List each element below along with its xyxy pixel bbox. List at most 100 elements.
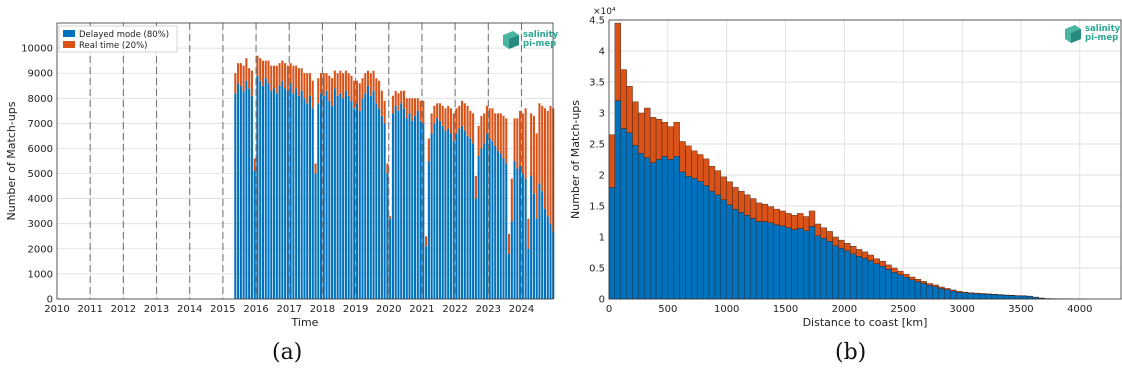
bin-delayed (1003, 295, 1010, 300)
bin-delayed (732, 208, 739, 300)
bin-realtime (632, 101, 639, 146)
bar-delayed (367, 85, 370, 300)
bin-delayed (820, 238, 827, 300)
bin-delayed (632, 145, 639, 300)
bar-realtime (494, 113, 497, 146)
bar-delayed (331, 105, 334, 299)
legend-box (58, 25, 178, 53)
legend-swatch-delayed (63, 30, 75, 37)
y-tick-label: 0.5 (589, 264, 605, 275)
bin-delayed (897, 274, 904, 300)
logo-text-1: salinity (1085, 24, 1121, 34)
bar-realtime (248, 68, 251, 89)
bin-delayed (638, 153, 645, 300)
bar-delayed (521, 173, 524, 299)
bin-delayed (738, 211, 745, 300)
bin-delayed (891, 272, 898, 300)
bar-delayed (414, 115, 417, 299)
x-tick-label: 1000 (714, 304, 739, 315)
bar-delayed (267, 83, 270, 299)
bin-realtime (932, 284, 939, 287)
bar-delayed (488, 138, 491, 299)
bin-realtime (832, 236, 839, 246)
bar-delayed (364, 93, 367, 299)
bin-delayed (808, 226, 816, 300)
chart-a: 0 1000 2000 3000 4000 5000 6000 7000 8000 9000 100… (5, 22, 559, 329)
bar-realtime (543, 108, 547, 209)
bin-delayed (914, 281, 922, 300)
bin-delayed (614, 100, 621, 300)
x-tick-label: 2011 (77, 304, 102, 315)
x-tick-label: 2500 (891, 304, 916, 315)
bar-delayed (447, 128, 450, 299)
bar-realtime (532, 115, 535, 194)
bar-realtime (530, 113, 533, 177)
bin-realtime (773, 208, 780, 225)
bar-delayed (284, 88, 287, 300)
bar-realtime (411, 98, 414, 121)
bar-delayed (461, 125, 464, 299)
bin-realtime (808, 210, 816, 227)
bar-realtime (416, 98, 419, 111)
bar-realtime (513, 118, 516, 161)
bar-realtime (449, 108, 453, 134)
bar-realtime (372, 70, 375, 91)
bin-delayed (691, 177, 698, 300)
bar-realtime (485, 105, 488, 134)
bar-delayed (311, 108, 314, 300)
bar-delayed (402, 108, 406, 300)
y-tick-label: 1.5 (589, 202, 605, 213)
bar-realtime (535, 133, 538, 219)
bar-realtime (458, 105, 461, 129)
logo-cube-shade-icon (509, 35, 519, 49)
bar-realtime (281, 60, 284, 81)
x-tick-label: 2018 (310, 304, 335, 315)
bar-delayed (353, 108, 356, 300)
bin-delayed (797, 228, 804, 300)
bar-delayed (308, 95, 312, 299)
bar-delayed (438, 120, 441, 299)
bar-delayed (372, 90, 375, 299)
bin-realtime (697, 154, 704, 182)
bar-delayed (342, 98, 345, 299)
y-tick-label: 9000 (28, 69, 53, 80)
bin-realtime (797, 213, 804, 229)
logo-cube-shade-icon (1071, 29, 1081, 43)
x-tick-label: 2000 (832, 304, 857, 315)
x-tick-label: 500 (658, 304, 677, 315)
bin-realtime (814, 223, 822, 236)
bin-delayed (744, 215, 751, 300)
bin-realtime (655, 118, 663, 160)
bar-realtime (394, 90, 397, 106)
bin-delayed (826, 241, 833, 300)
bar-delayed (295, 88, 298, 300)
bin-delayed (956, 291, 963, 300)
bin-realtime (779, 210, 786, 227)
bar-delayed (248, 88, 251, 300)
bar-realtime (364, 73, 367, 94)
bin-realtime (732, 187, 739, 210)
bar-realtime (466, 105, 469, 136)
bar-delayed (425, 246, 428, 299)
bar-delayed (449, 133, 453, 299)
bar-delayed (358, 110, 361, 300)
bar-realtime (524, 108, 527, 179)
bin-delayed (803, 230, 810, 300)
bin-realtime (914, 278, 922, 282)
bin-realtime (867, 254, 875, 261)
bar-delayed (510, 221, 513, 299)
x-tick-label: 2022 (442, 304, 467, 315)
bar-delayed (519, 166, 522, 299)
bar-realtime (491, 108, 494, 141)
bar-delayed (383, 123, 386, 299)
bin-realtime (973, 292, 980, 294)
logo-text-1: salinity (523, 30, 559, 40)
bar-realtime (314, 163, 317, 174)
bar-delayed (477, 155, 480, 299)
bin-delayed (673, 156, 680, 300)
bin-realtime (726, 181, 733, 205)
y-tick-label: 4 (599, 47, 605, 58)
bar-delayed (405, 118, 408, 299)
bin-realtime (873, 258, 880, 264)
